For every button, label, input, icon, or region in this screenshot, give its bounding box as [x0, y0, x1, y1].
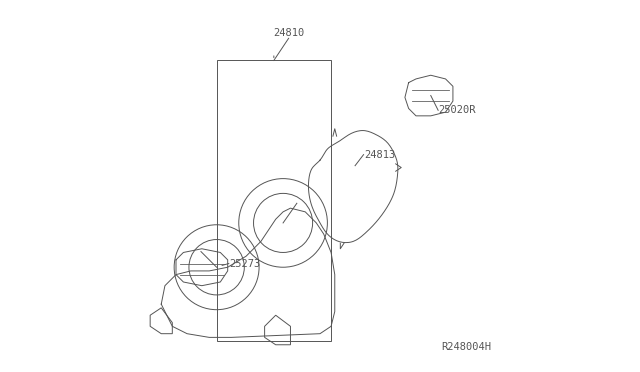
Text: 25273: 25273 [230, 259, 260, 269]
Text: 25020R: 25020R [438, 105, 476, 115]
Text: 24810: 24810 [273, 28, 304, 38]
Text: 24813: 24813 [364, 150, 396, 160]
Text: R248004H: R248004H [441, 341, 491, 352]
Bar [216, 61, 331, 341]
